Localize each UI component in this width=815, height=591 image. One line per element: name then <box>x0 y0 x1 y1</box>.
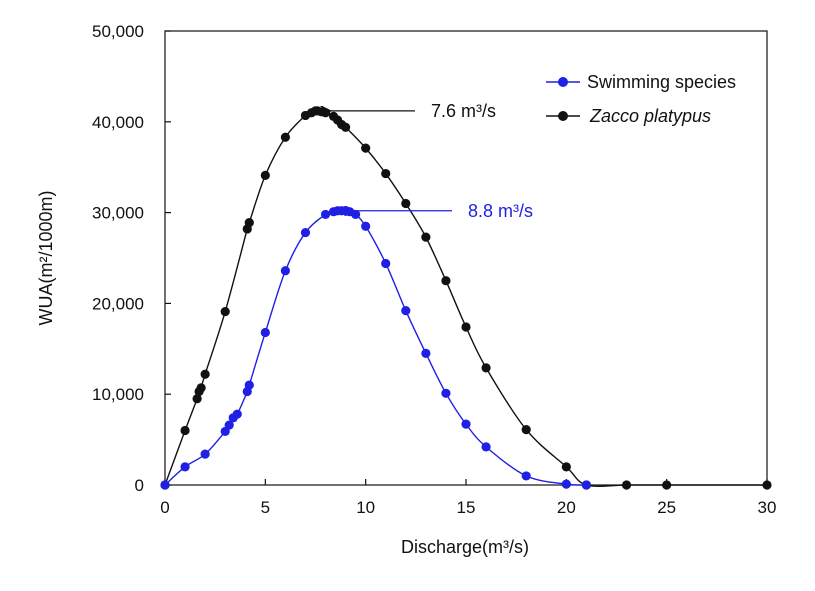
data-point-swimming-species <box>244 380 254 390</box>
data-point-zacco-platypus <box>381 168 391 179</box>
legend-marker-swimming-species <box>558 77 568 87</box>
data-point-zacco-platypus <box>244 217 254 228</box>
data-point-swimming-species <box>481 442 491 452</box>
annotation-label: 8.8 m³/s <box>468 201 533 221</box>
data-point-zacco-platypus <box>461 322 471 332</box>
legend-marker-zacco-platypus <box>558 111 568 121</box>
data-point-zacco-platypus <box>521 425 531 435</box>
x-tick-label: 25 <box>657 498 676 517</box>
data-point-swimming-species <box>180 462 190 472</box>
data-point-zacco-platypus <box>662 480 672 490</box>
y-tick-label: 10,000 <box>92 385 144 404</box>
x-tick-label: 5 <box>261 498 270 517</box>
y-axis-title: WUA(m²/1000m) <box>36 190 56 325</box>
data-point-swimming-species <box>381 258 391 269</box>
data-point-swimming-species <box>320 209 331 220</box>
y-tick-label: 50,000 <box>92 22 144 41</box>
data-point-swimming-species <box>260 327 270 338</box>
y-tick-label: 40,000 <box>92 113 144 132</box>
data-point-zacco-platypus <box>180 425 190 436</box>
x-tick-label: 15 <box>457 498 476 517</box>
x-tick-label: 30 <box>758 498 777 517</box>
y-tick-label: 20,000 <box>92 294 144 313</box>
data-point-zacco-platypus <box>200 369 210 379</box>
data-point-swimming-species <box>280 266 290 276</box>
y-tick-label: 30,000 <box>92 204 144 223</box>
data-point-zacco-platypus <box>481 363 491 373</box>
data-point-swimming-species <box>224 420 234 430</box>
data-point-zacco-platypus <box>421 232 431 242</box>
data-point-zacco-platypus <box>561 462 571 472</box>
data-point-swimming-species <box>421 348 431 358</box>
data-point-swimming-species <box>200 449 210 459</box>
annotation-label: 7.6 m³/s <box>431 101 496 121</box>
data-point-swimming-species <box>232 409 242 419</box>
data-point-swimming-species <box>401 306 411 316</box>
data-point-zacco-platypus <box>341 122 351 132</box>
legend-label-zacco-platypus: Zacco platypus <box>589 106 711 126</box>
data-point-swimming-species <box>561 479 571 489</box>
x-tick-label: 0 <box>160 498 169 517</box>
data-point-swimming-species <box>160 480 170 490</box>
legend-label-swimming-species: Swimming species <box>587 72 736 92</box>
data-point-zacco-platypus <box>401 198 411 209</box>
data-point-zacco-platypus <box>621 480 632 490</box>
data-point-zacco-platypus <box>441 276 451 286</box>
y-tick-label: 0 <box>135 476 144 495</box>
x-tick-label: 20 <box>557 498 576 517</box>
data-point-zacco-platypus <box>762 480 772 490</box>
data-point-zacco-platypus <box>280 132 290 142</box>
data-point-swimming-species <box>300 227 311 238</box>
data-point-zacco-platypus <box>196 383 206 393</box>
legend: Swimming species Zacco platypus <box>546 72 736 126</box>
data-point-zacco-platypus <box>361 143 371 153</box>
data-point-swimming-species <box>581 480 592 490</box>
data-point-swimming-species <box>521 471 531 481</box>
annotation-layer: 7.6 m³/s 8.8 m³/s <box>331 101 533 221</box>
x-tick-label: 10 <box>356 498 375 517</box>
data-point-swimming-species <box>361 221 371 231</box>
data-point-swimming-species <box>461 419 471 429</box>
axes-layer: 0 10,000 20,000 30,000 40,000 50,000 0 5 10 15 20 2… <box>92 22 776 517</box>
data-point-zacco-platypus <box>220 306 230 317</box>
x-axis-title: Discharge(m³/s) <box>401 537 529 557</box>
data-point-zacco-platypus <box>192 394 202 404</box>
data-point-zacco-platypus <box>320 108 331 118</box>
data-point-zacco-platypus <box>260 170 270 180</box>
data-point-swimming-species <box>441 388 451 398</box>
